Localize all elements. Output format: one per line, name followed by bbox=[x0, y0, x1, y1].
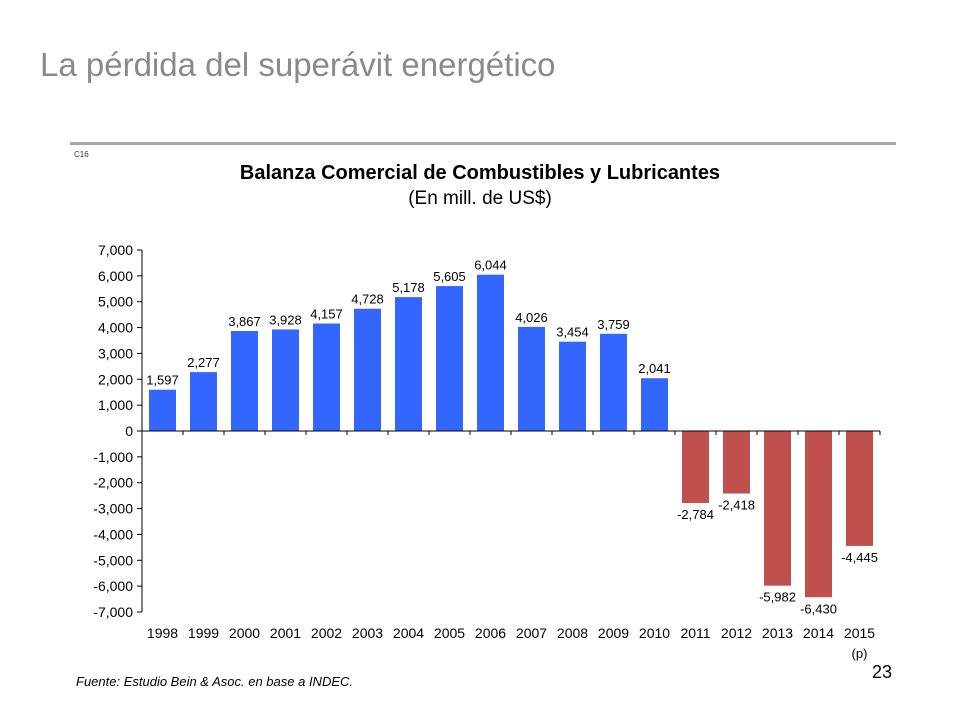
category-note: (p) bbox=[852, 646, 868, 661]
y-tick-label: -1,000 bbox=[93, 449, 133, 465]
x-tick-label: 2001 bbox=[270, 625, 301, 641]
bar bbox=[764, 431, 791, 586]
y-tick-label: 4,000 bbox=[98, 320, 133, 336]
x-tick-label: 2005 bbox=[434, 625, 465, 641]
y-tick-label: -4,000 bbox=[93, 526, 133, 542]
data-label: 1,597 bbox=[146, 373, 179, 388]
data-label: 6,044 bbox=[474, 258, 507, 273]
chart-title: Balanza Comercial de Combustibles y Lubr… bbox=[239, 162, 721, 184]
x-tick-label: 2015 bbox=[844, 625, 875, 641]
x-tick-label: 2002 bbox=[311, 625, 342, 641]
data-label: -2,418 bbox=[718, 498, 755, 513]
data-label: -4,445 bbox=[841, 550, 878, 565]
y-tick-label: -2,000 bbox=[93, 475, 133, 491]
data-label: 5,178 bbox=[392, 280, 425, 295]
x-tick-label: 2000 bbox=[229, 625, 260, 641]
x-tick-label: 2004 bbox=[393, 625, 424, 641]
data-label: 3,454 bbox=[556, 325, 589, 340]
data-label: -6,430 bbox=[800, 601, 837, 616]
x-tick-label: 2014 bbox=[803, 625, 834, 641]
data-label: 3,867 bbox=[228, 314, 261, 329]
x-tick-label: 2012 bbox=[721, 625, 752, 641]
bar bbox=[272, 329, 299, 431]
y-tick-label: -6,000 bbox=[93, 578, 133, 594]
data-label: 4,728 bbox=[351, 292, 384, 307]
source-note: Fuente: Estudio Bein & Asoc. en base a I… bbox=[76, 674, 353, 689]
y-tick-label: -5,000 bbox=[93, 552, 133, 568]
data-label: 3,759 bbox=[597, 317, 630, 332]
x-tick-label: 2009 bbox=[598, 625, 629, 641]
data-label: 3,928 bbox=[269, 312, 302, 327]
bar bbox=[846, 431, 873, 546]
y-tick-label: 0 bbox=[125, 423, 133, 439]
data-label: 2,041 bbox=[638, 361, 671, 376]
x-tick-label: 1998 bbox=[147, 625, 178, 641]
bar bbox=[313, 323, 340, 431]
y-tick-label: 2,000 bbox=[98, 371, 133, 387]
y-tick-label: -3,000 bbox=[93, 501, 133, 517]
x-tick-label: 2003 bbox=[352, 625, 383, 641]
bar bbox=[723, 431, 750, 494]
x-tick-label: 2013 bbox=[762, 625, 793, 641]
bar bbox=[518, 326, 545, 431]
y-tick-label: -7,000 bbox=[93, 604, 133, 620]
x-tick-label: 2011 bbox=[680, 625, 710, 641]
bar bbox=[190, 372, 217, 431]
y-tick-label: 7,000 bbox=[98, 242, 133, 258]
y-tick-label: 5,000 bbox=[98, 294, 133, 310]
data-label: -2,784 bbox=[677, 507, 714, 522]
bar bbox=[682, 431, 709, 503]
chart-subtitle: (En mill. de US$) bbox=[408, 188, 552, 209]
data-label: 4,157 bbox=[310, 307, 343, 322]
y-tick-label: 3,000 bbox=[98, 345, 133, 361]
bar bbox=[231, 331, 258, 431]
bar bbox=[436, 286, 463, 431]
slide-title: La pérdida del superávit energético bbox=[40, 46, 556, 83]
y-tick-label: 1,000 bbox=[98, 397, 133, 413]
x-tick-label: 1999 bbox=[188, 625, 219, 641]
x-tick-label: 2008 bbox=[557, 625, 588, 641]
bar bbox=[600, 333, 627, 431]
y-tick-label: 6,000 bbox=[98, 268, 133, 284]
bar bbox=[805, 431, 832, 598]
data-label: 5,605 bbox=[433, 269, 466, 284]
x-tick-label: 2006 bbox=[475, 625, 506, 641]
x-tick-label: 2010 bbox=[639, 625, 670, 641]
x-tick-label: 2007 bbox=[516, 625, 547, 641]
data-label: 4,026 bbox=[515, 310, 548, 325]
bar bbox=[149, 389, 176, 431]
bar bbox=[641, 378, 668, 431]
bar bbox=[354, 308, 381, 431]
bar bbox=[559, 341, 586, 431]
page-number: 23 bbox=[872, 662, 893, 682]
title-rule bbox=[70, 142, 896, 145]
bar bbox=[477, 274, 504, 431]
chart-code: C16 bbox=[74, 150, 89, 159]
data-label: 2,277 bbox=[187, 355, 220, 370]
data-label: -5,982 bbox=[759, 590, 796, 605]
bar bbox=[395, 297, 422, 431]
